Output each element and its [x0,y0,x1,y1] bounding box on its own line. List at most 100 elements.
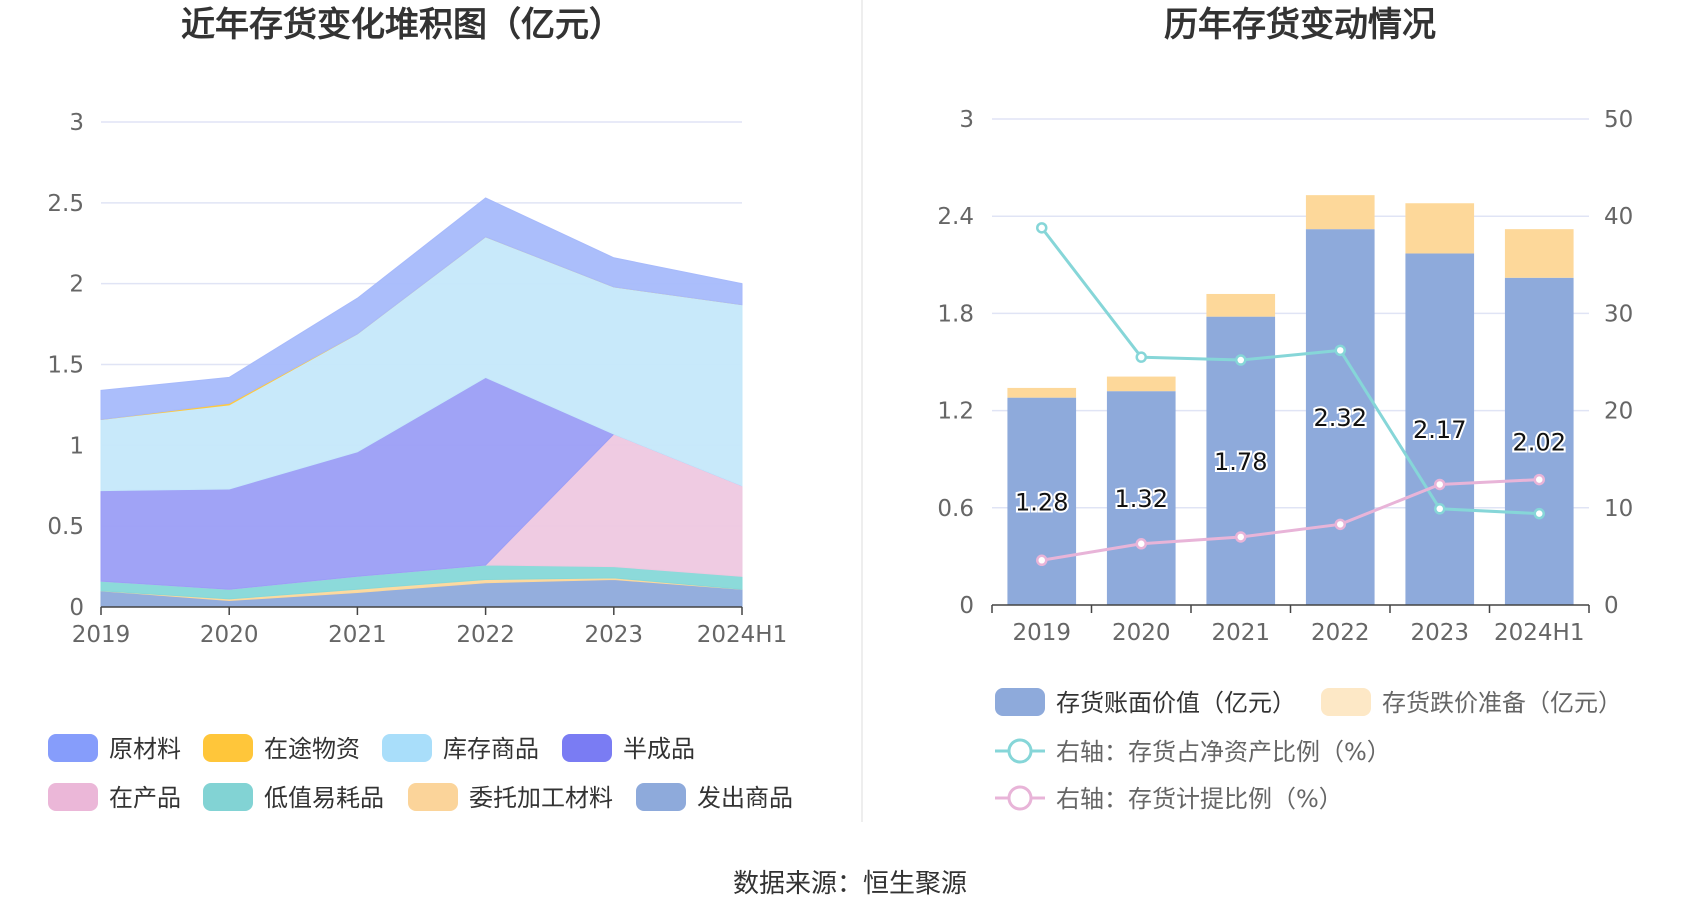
right-y-tick-label: 3 [959,107,974,133]
right-y2-tick-label: 0 [1604,593,1619,619]
line-point [1334,344,1346,357]
legend-marker [1007,738,1033,764]
left-chart-title: 近年存货变化堆积图（亿元） [181,5,623,45]
bar-impairment-2020 [1106,376,1176,392]
right-y2-tick-label: 10 [1604,496,1633,522]
right-x-tick-label: 2021 [1211,620,1270,646]
legend-label: 在产品 [109,784,181,812]
legend-item-发出商品[interactable]: 发出商品 [636,783,793,812]
legend-label: 原材料 [109,735,181,763]
area-series-原材料 [100,197,743,421]
left-x-tick-label: 2024H1 [697,622,787,648]
legend-swatch [203,783,253,811]
right-chart-legend[interactable]: 存货账面价值（亿元） 存货跌价准备（亿元） 右轴：存货占净资产比例（%） 右轴：存货计… [995,688,1622,813]
legend-label: 半成品 [623,735,695,763]
line-point [1135,351,1147,363]
line-point [1235,531,1247,543]
line-point [1434,503,1446,515]
data-source-note: 数据来源：恒生聚源 [733,869,967,899]
legend-label: 委托加工材料 [469,784,613,812]
right-chart-bars [1007,195,1574,605]
right-x-tick-label: 2020 [1112,620,1171,646]
legend-swatch [636,783,686,811]
right-chart-title: 历年存货变动情况 [1164,5,1436,45]
left-y-tick-label: 1.5 [47,353,84,379]
legend-item-原材料[interactable]: 原材料 [48,734,181,763]
line-point [1533,507,1545,520]
legend-item-半成品[interactable]: 半成品 [562,734,695,763]
left-y-tick-label: 2 [69,272,84,298]
right-chart-bar-labels: 1.28 1.32 1.78 2.32 2.17 2.02 [1013,402,1568,518]
bar-value-label: 2.02 [1513,428,1566,456]
legend-label: 发出商品 [697,784,793,812]
legend-label: 右轴：存货占净资产比例（%） [1056,738,1391,766]
legend-item-存货账面价值（亿元）[interactable]: 存货账面价值（亿元） [995,688,1296,717]
left-chart-areas [100,197,743,608]
legend-swatch [203,734,253,762]
bar-value-label: 1.32 [1115,485,1168,513]
legend-marker [1007,785,1033,811]
bar-value-label: 2.17 [1413,416,1466,444]
legend-item-低值易耗品[interactable]: 低值易耗品 [203,783,384,812]
right-x-tick-label: 2024H1 [1494,620,1584,646]
bar-book-value-2023 [1405,253,1475,605]
left-y-tick-label: 1 [69,433,84,459]
legend-swatch [382,734,432,762]
left-y-tick-label: 2.5 [47,191,84,217]
legend-item-库存商品[interactable]: 库存商品 [382,734,539,763]
bar-impairment-2023 [1405,203,1475,254]
legend-label: 存货账面价值（亿元） [1056,689,1296,717]
left-x-tick-label: 2023 [585,622,644,648]
legend-item-在途物资[interactable]: 在途物资 [203,734,360,763]
left-chart-axes: 2019 2020 2021 2022 2023 2024H1 [72,606,787,648]
legend-swatch [48,734,98,762]
legend-item-在产品[interactable]: 在产品 [48,783,181,812]
left-y-tick-label: 0 [69,595,84,621]
legend-item-右轴：存货计提比例（%）[interactable]: 右轴：存货计提比例（%） [995,785,1343,813]
right-y2-tick-label: 50 [1604,107,1633,133]
legend-item-委托加工材料[interactable]: 委托加工材料 [408,783,613,812]
bar-impairment-2024H1 [1504,229,1574,278]
right-y-tick-label: 2.4 [937,204,974,230]
line-point [1135,538,1147,550]
bar-book-value-2024H1 [1504,277,1574,605]
bar-book-value-2022 [1305,229,1375,605]
line-point [1334,518,1346,531]
legend-label: 库存商品 [443,735,539,763]
line-point [1036,222,1048,234]
legend-label: 低值易耗品 [264,784,384,812]
legend-item-右轴：存货占净资产比例（%）[interactable]: 右轴：存货占净资产比例（%） [995,738,1391,766]
legend-label: 右轴：存货计提比例（%） [1056,785,1343,813]
bar-impairment-2021 [1206,293,1276,317]
right-chart-lines [1036,222,1545,567]
bar-value-label: 2.32 [1314,404,1367,432]
bar-book-value-2020 [1106,391,1176,605]
left-x-tick-label: 2022 [456,622,515,648]
line-point [1533,473,1545,486]
right-y-tick-label: 0.6 [937,496,974,522]
right-x-tick-label: 2023 [1410,620,1469,646]
line-point [1434,478,1446,491]
legend-swatch [48,783,98,811]
right-y-tick-label: 1.8 [937,301,974,327]
right-x-tick-label: 2019 [1012,620,1071,646]
bar-book-value-2019 [1007,397,1077,605]
left-x-tick-label: 2019 [72,622,131,648]
line-series-provision-ratio [1041,478,1540,562]
bar-impairment-2019 [1007,387,1077,398]
legend-item-存货跌价准备（亿元）[interactable]: 存货跌价准备（亿元） [1321,688,1622,717]
left-y-tick-label: 3 [69,110,84,136]
bar-impairment-2022 [1305,195,1375,230]
legend-swatch [1321,688,1371,716]
right-y2-tick-label: 40 [1604,204,1633,230]
bar-value-label: 1.28 [1015,488,1068,516]
legend-label: 存货跌价准备（亿元） [1382,689,1622,717]
bar-value-label: 1.78 [1214,448,1267,476]
right-chart-axes: 2019 2020 2021 2022 2023 2024H1 [991,604,1590,646]
right-y2-tick-label: 30 [1604,301,1633,327]
legend-swatch [995,688,1045,716]
